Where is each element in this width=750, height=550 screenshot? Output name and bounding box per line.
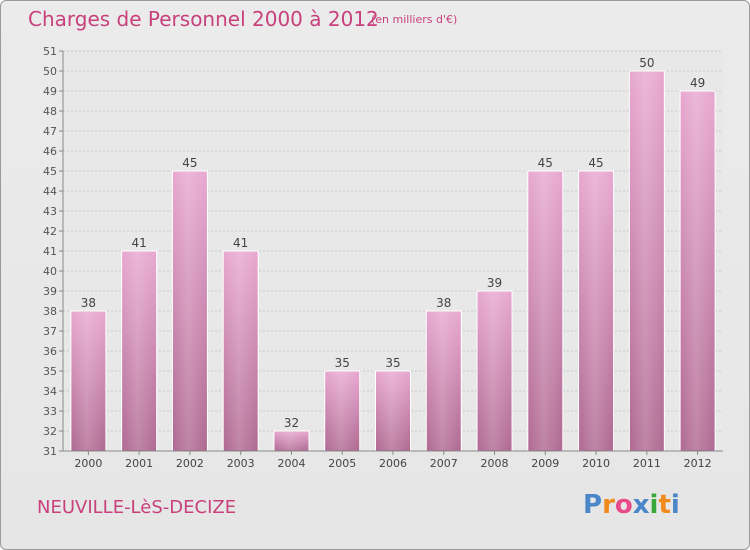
y-tick-label: 31 [43, 445, 57, 458]
y-tick-label: 33 [43, 405, 57, 418]
bar-value-label: 39 [487, 276, 502, 290]
bar-value-label: 35 [335, 356, 350, 370]
y-tick-label: 43 [43, 205, 57, 218]
logo-letter: x [632, 490, 650, 520]
y-tick-label: 34 [43, 385, 57, 398]
bar-highlight [274, 432, 308, 450]
bar-value-label: 41 [233, 236, 248, 250]
bar-value-label: 50 [639, 56, 654, 70]
logo-letter: i [670, 490, 680, 520]
x-tick-label: 2006 [379, 457, 407, 470]
x-tick-label: 2001 [125, 457, 153, 470]
y-tick-label: 44 [43, 185, 57, 198]
bar-highlight [528, 172, 562, 450]
bar-value-label: 32 [284, 416, 299, 430]
y-tick-label: 46 [43, 145, 57, 158]
y-tick-label: 35 [43, 365, 57, 378]
y-tick-label: 37 [43, 325, 57, 338]
bar-value-label: 45 [588, 156, 603, 170]
bar-highlight [173, 172, 207, 450]
y-tick-label: 50 [43, 65, 57, 78]
proxiti-logo[interactable]: Proxiti [583, 490, 680, 520]
bar-value-label: 45 [182, 156, 197, 170]
logo-letter: i [649, 490, 659, 520]
y-tick-label: 45 [43, 165, 57, 178]
y-tick-label: 49 [43, 85, 57, 98]
y-tick-label: 42 [43, 225, 57, 238]
x-tick-label: 2002 [176, 457, 204, 470]
x-tick-label: 2010 [582, 457, 610, 470]
x-tick-label: 2011 [633, 457, 661, 470]
bar-value-label: 41 [132, 236, 147, 250]
y-tick-label: 39 [43, 285, 57, 298]
x-tick-label: 2007 [430, 457, 458, 470]
bars: 38 41 45 41 32 35 35 38 39 45 45 50 49 [70, 56, 716, 452]
bar-value-label: 38 [436, 296, 451, 310]
y-tick-label: 40 [43, 265, 57, 278]
bar-value-label: 49 [690, 76, 705, 90]
y-tick-label: 41 [43, 245, 57, 258]
x-tick-label: 2012 [684, 457, 712, 470]
y-tick-label: 51 [43, 45, 57, 58]
logo-letter: P [583, 490, 603, 520]
bar-value-label: 38 [81, 296, 96, 310]
y-tick-label: 36 [43, 345, 57, 358]
town-name: NEUVILLE-LèS-DECIZE [37, 497, 237, 518]
chart-title: Charges de Personnel 2000 à 2012 [28, 7, 379, 31]
logo-letter: o [614, 490, 633, 520]
logo-letter: r [602, 490, 615, 520]
y-tick-label: 38 [43, 305, 57, 318]
bar-highlight [478, 292, 512, 450]
x-tick-label: 2005 [328, 457, 356, 470]
bar-highlight [71, 312, 105, 450]
bar-highlight [224, 252, 258, 450]
bar-highlight [427, 312, 461, 450]
logo-letter: t [658, 490, 671, 520]
bar-highlight [579, 172, 613, 450]
x-tick-label: 2000 [74, 457, 102, 470]
x-tick-label: 2003 [227, 457, 255, 470]
x-tick-label: 2008 [481, 457, 509, 470]
bar-highlight [122, 252, 156, 450]
bar-value-label: 35 [385, 356, 400, 370]
bar-highlight [376, 372, 410, 450]
axes: 31 32 33 34 35 36 37 38 39 40 41 42 43 44 45 46 47 48 49 50… [43, 45, 723, 470]
bar-highlight [681, 92, 715, 450]
x-tick-label: 2004 [277, 457, 305, 470]
chart-subtitle: (en milliers d'€) [371, 13, 458, 26]
bar-value-label: 45 [538, 156, 553, 170]
y-tick-label: 32 [43, 425, 57, 438]
x-tick-label: 2009 [531, 457, 559, 470]
y-tick-label: 47 [43, 125, 57, 138]
bar-highlight [630, 72, 664, 450]
y-tick-label: 48 [43, 105, 57, 118]
bar-highlight [325, 372, 359, 450]
